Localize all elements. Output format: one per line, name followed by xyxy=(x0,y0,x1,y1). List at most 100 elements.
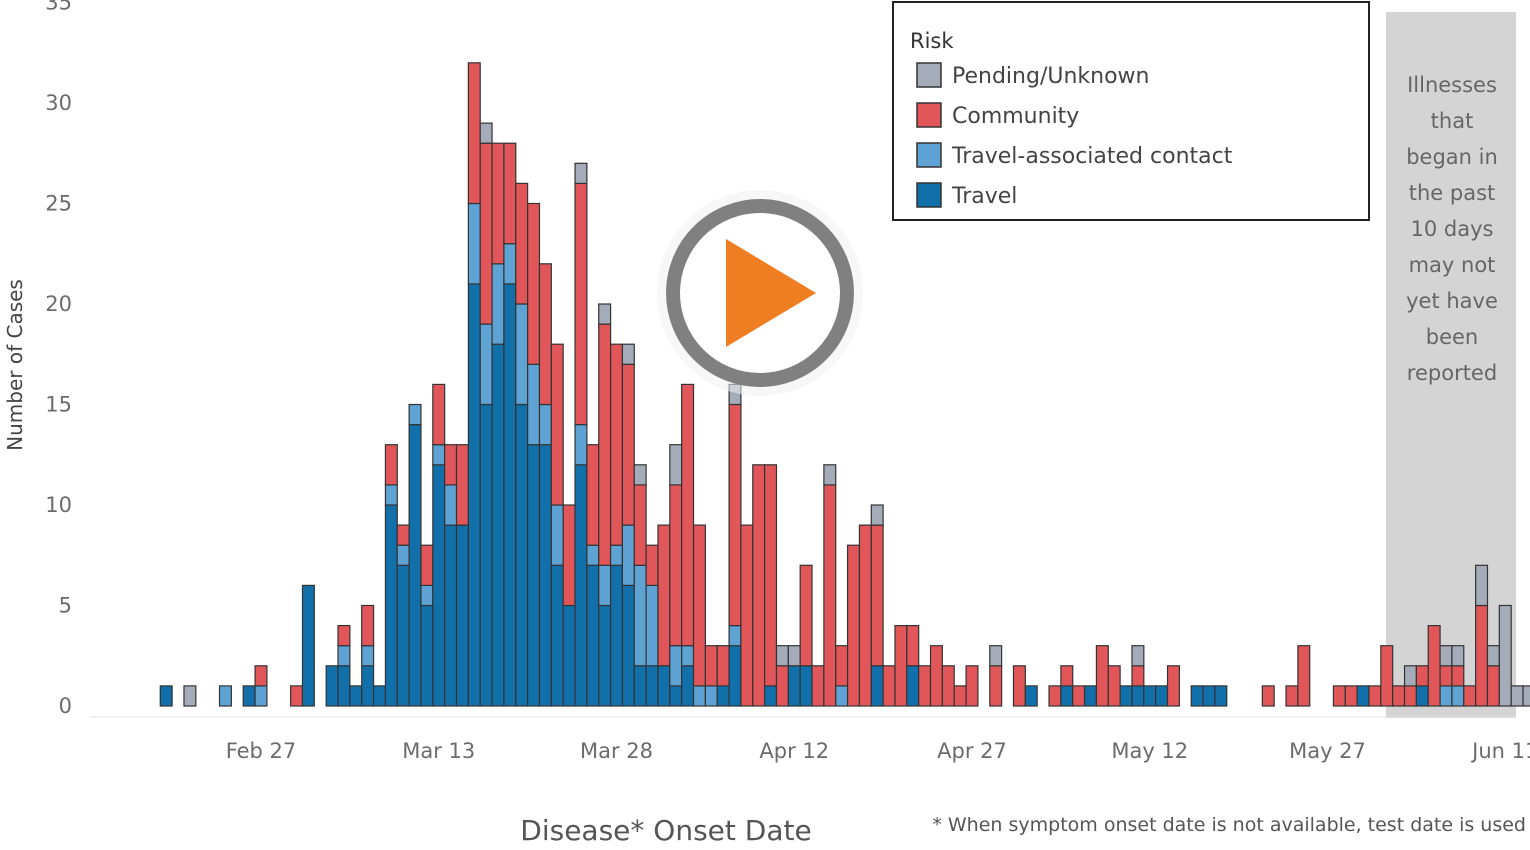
bar-segment-travel-associated-contact xyxy=(835,685,849,707)
bar-stack xyxy=(1107,665,1121,707)
bar-stack xyxy=(906,624,920,707)
bar-segment-community xyxy=(1368,685,1382,707)
bar-segment-community xyxy=(467,62,481,205)
bar-segment-travel xyxy=(716,685,730,707)
bar-segment-travel xyxy=(527,444,541,707)
bar-segment-community xyxy=(455,444,469,526)
bar-stack xyxy=(349,685,363,707)
bar-segment-community xyxy=(621,363,635,526)
bar-segment-community xyxy=(1451,665,1465,687)
bar-segment-community xyxy=(479,142,493,325)
bar-segment-travel xyxy=(764,685,778,707)
bar-segment-community xyxy=(775,665,789,707)
bar-stack xyxy=(1202,685,1216,707)
y-tick-label: 15 xyxy=(45,393,72,417)
bar-segment-community xyxy=(586,444,600,546)
y-tick-label: 20 xyxy=(45,292,72,316)
bar-stack xyxy=(929,645,943,707)
bar-segment-community xyxy=(361,604,375,647)
bar-segment-community xyxy=(1285,685,1299,707)
bar-segment-community xyxy=(503,142,517,245)
bar-stack xyxy=(479,122,493,707)
bar-segment-community xyxy=(989,665,1003,707)
bar-stack xyxy=(787,645,801,707)
bar-stack xyxy=(989,645,1003,707)
bar-segment-community xyxy=(823,484,837,707)
bar-segment-travel xyxy=(467,283,481,707)
bar-segment-pending-unknown xyxy=(669,444,683,486)
bar-stack xyxy=(598,303,612,707)
bar-segment-community xyxy=(681,383,695,647)
bar-stack xyxy=(633,464,647,707)
bar-segment-community xyxy=(1439,665,1453,687)
bar-segment-community xyxy=(740,524,754,707)
legend-swatch xyxy=(916,62,942,88)
bar-stack xyxy=(337,624,351,707)
bar-segment-travel xyxy=(1083,685,1098,707)
bar-stack xyxy=(1048,685,1062,707)
bar-segment-community xyxy=(1072,685,1086,707)
bar-stack xyxy=(550,343,564,707)
bar-stack xyxy=(515,182,529,707)
bar-segment-travel-associated-contact xyxy=(1451,685,1465,707)
bar-segment-community xyxy=(846,544,861,707)
bars xyxy=(159,62,1530,707)
bar-segment-travel xyxy=(159,685,173,707)
bar-stack xyxy=(1297,645,1311,707)
bar-stack xyxy=(965,665,979,707)
bar-segment-travel xyxy=(906,665,920,707)
play-icon[interactable] xyxy=(726,239,816,347)
bar-stack xyxy=(1024,685,1038,707)
bar-segment-travel-associated-contact xyxy=(574,424,588,466)
bar-segment-community xyxy=(1131,665,1145,687)
bar-segment-community xyxy=(1380,645,1394,707)
bar-segment-community xyxy=(432,383,446,446)
bar-segment-travel-associated-contact xyxy=(432,444,446,466)
bar-segment-community xyxy=(1012,665,1026,707)
bar-stack xyxy=(1498,604,1512,707)
bar-segment-community xyxy=(811,665,825,707)
bar-segment-community xyxy=(1107,665,1121,707)
bar-stack xyxy=(254,665,268,707)
y-tick-label: 5 xyxy=(59,594,72,618)
bar-segment-community xyxy=(1332,685,1346,707)
bar-segment-travel-associated-contact xyxy=(479,323,493,406)
x-tick-label: Mar 13 xyxy=(402,739,475,763)
bar-segment-travel xyxy=(1155,685,1169,707)
bar-segment-pending-unknown xyxy=(183,685,197,707)
bar-segment-travel xyxy=(372,685,387,707)
bar-stack xyxy=(1060,665,1074,707)
bar-segment-travel xyxy=(361,665,375,707)
x-tick-label: Mar 28 xyxy=(580,739,653,763)
bar-segment-community xyxy=(1486,665,1500,707)
bar-stack xyxy=(1072,685,1086,707)
bar-segment-pending-unknown xyxy=(598,303,612,325)
bar-segment-travel xyxy=(325,665,339,707)
bar-stack xyxy=(1439,645,1453,707)
bar-stack xyxy=(681,383,695,707)
bar-stack xyxy=(586,444,600,707)
bar-segment-community xyxy=(1297,645,1311,707)
bar-segment-community xyxy=(1392,685,1406,707)
bar-segment-travel-associated-contact xyxy=(408,403,422,426)
bar-stack xyxy=(1475,564,1489,707)
bar-stack xyxy=(325,665,339,707)
bar-stack xyxy=(716,645,730,707)
bar-segment-pending-unknown xyxy=(823,464,837,486)
bar-segment-pending-unknown xyxy=(870,504,884,526)
bar-segment-pending-unknown xyxy=(1510,685,1524,707)
bar-stack xyxy=(562,504,576,707)
bar-segment-travel xyxy=(598,604,612,707)
bar-segment-travel-associated-contact xyxy=(633,564,647,667)
y-tick-label: 10 xyxy=(45,493,72,517)
bar-segment-travel xyxy=(1024,685,1038,707)
bar-segment-pending-unknown xyxy=(989,645,1003,667)
bar-segment-pending-unknown xyxy=(479,122,493,144)
bar-segment-travel-associated-contact xyxy=(704,685,718,707)
bar-segment-community xyxy=(752,464,766,707)
bar-segment-travel xyxy=(574,464,588,707)
play-button[interactable] xyxy=(657,190,863,396)
bar-segment-travel xyxy=(479,403,493,707)
bar-stack xyxy=(882,665,896,707)
bar-segment-community xyxy=(799,564,813,667)
